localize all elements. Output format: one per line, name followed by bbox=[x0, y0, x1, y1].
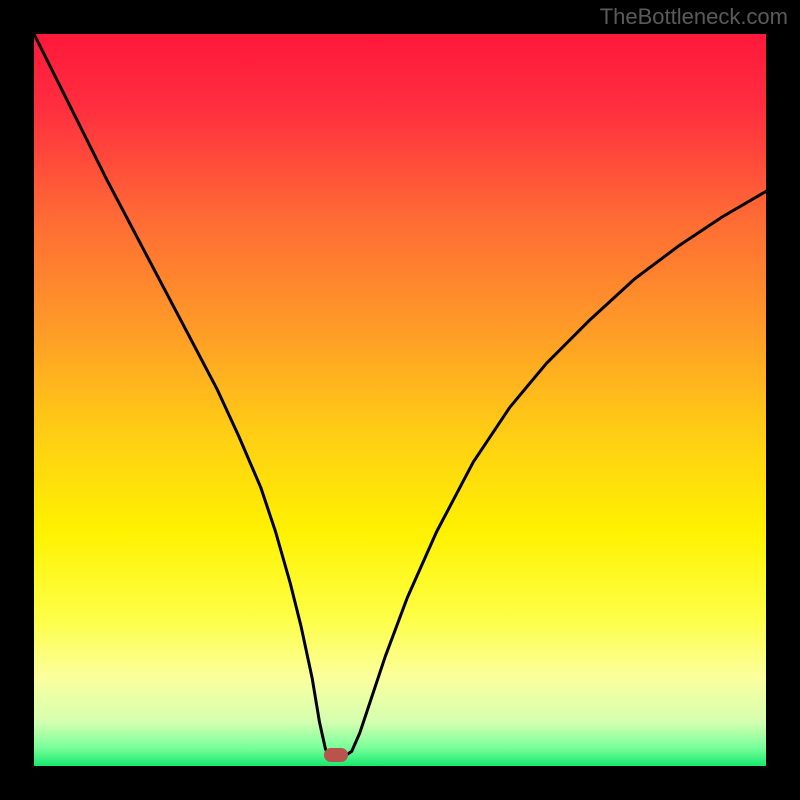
chart-frame: TheBottleneck.com bbox=[0, 0, 800, 800]
bottleneck-curve bbox=[34, 34, 766, 766]
plot-area bbox=[34, 34, 766, 766]
optimum-marker bbox=[324, 748, 348, 762]
watermark-text: TheBottleneck.com bbox=[600, 4, 788, 30]
